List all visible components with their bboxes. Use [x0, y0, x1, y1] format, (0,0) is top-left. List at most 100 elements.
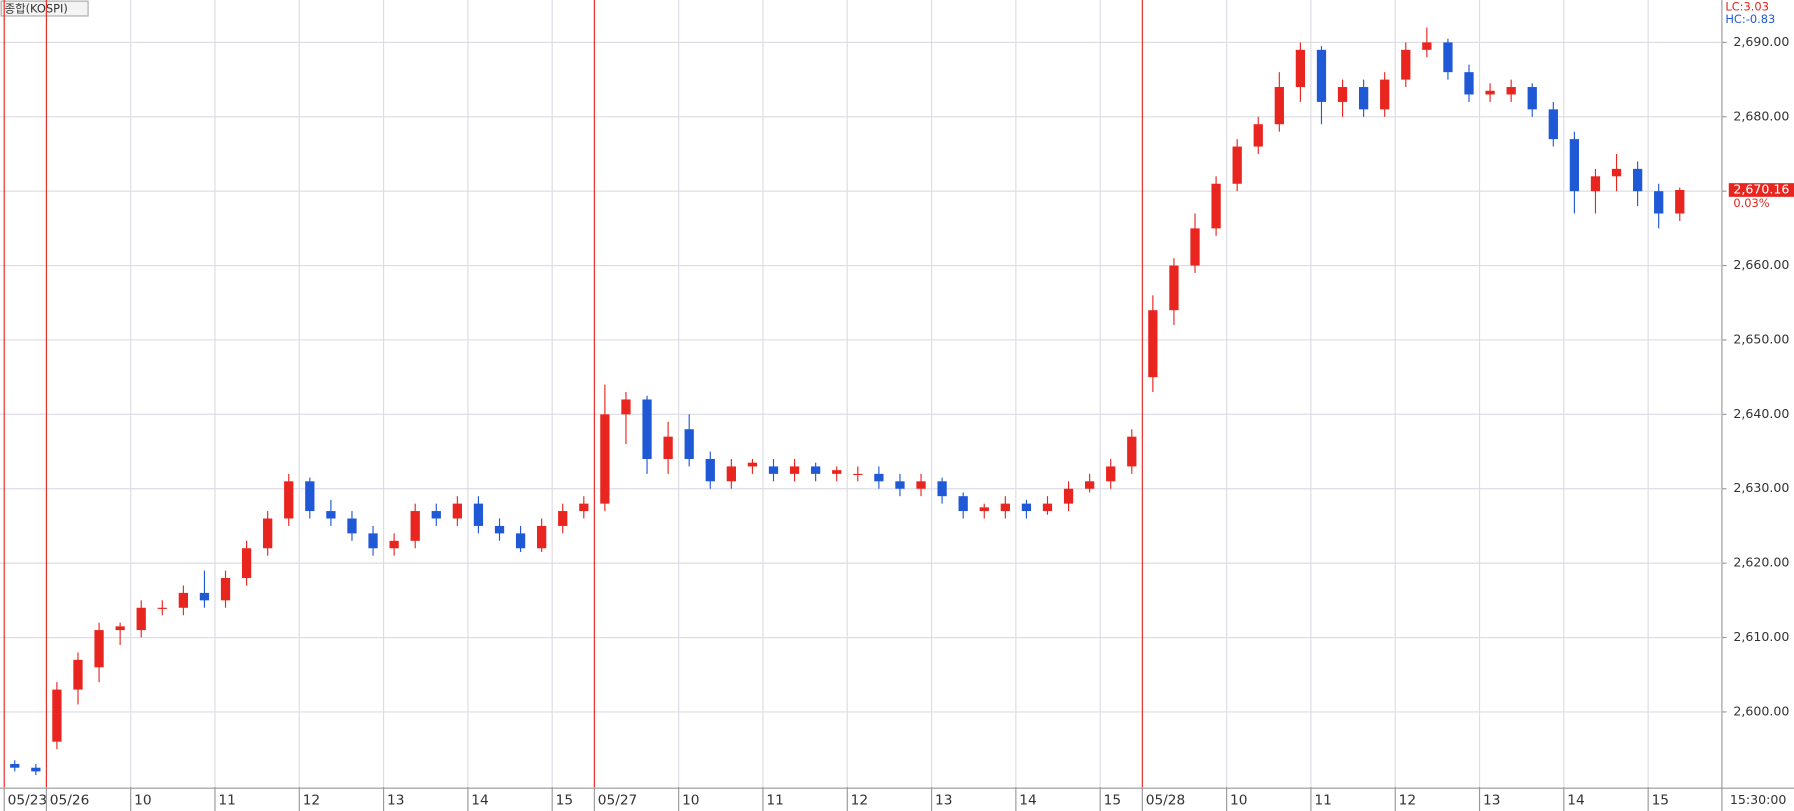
candle-body — [1211, 183, 1221, 229]
candle-body — [1632, 168, 1643, 192]
y-tick-label: 2,650.00 — [1733, 331, 1789, 346]
x-tick-label: 05/27 — [598, 793, 638, 809]
candle-body — [473, 503, 484, 526]
x-tick-label: 05/26 — [50, 793, 90, 809]
chart-title: 종합(KOSPI) — [5, 2, 68, 16]
x-tick-label: 05/28 — [1146, 793, 1186, 809]
x-tick-label: 15 — [1104, 793, 1121, 809]
x-tick-label: 15 — [1652, 793, 1669, 809]
x-tick-label: 14 — [471, 793, 488, 809]
candle-body — [431, 511, 441, 519]
candle-body — [1527, 87, 1537, 110]
x-tick-label: 14 — [1567, 793, 1584, 809]
candle-body — [726, 466, 736, 482]
candle-body — [958, 496, 968, 512]
x-tick-label: 10 — [134, 793, 151, 809]
candle-body — [494, 525, 505, 534]
candle-body — [1611, 168, 1622, 177]
candle-body — [937, 481, 947, 497]
x-tick-label: 11 — [1314, 793, 1331, 809]
candle-body — [1485, 90, 1495, 95]
candle-body — [452, 503, 462, 519]
candle-body — [284, 481, 294, 519]
candle-body — [558, 511, 568, 526]
annotation: LC:3.03 — [1725, 0, 1769, 13]
candle-body — [1169, 265, 1179, 311]
y-tick-label: 2,660.00 — [1733, 257, 1789, 272]
x-tick-label: 11 — [218, 793, 235, 809]
candle-body — [642, 399, 652, 459]
candle-body — [663, 436, 673, 459]
candle-body — [621, 399, 631, 415]
candle-body — [347, 518, 357, 534]
candle-body — [1464, 72, 1474, 95]
y-tick-label: 2,630.00 — [1733, 480, 1789, 495]
price-tag — [1728, 183, 1794, 197]
candle-body — [1506, 87, 1516, 95]
candle-body — [515, 533, 526, 549]
candle-body — [1127, 436, 1137, 467]
candle-body — [1380, 79, 1390, 110]
candle-body — [73, 659, 83, 690]
time-label: 15:30:00 — [1730, 792, 1786, 807]
candle-body — [1274, 87, 1284, 125]
y-tick-label: 2,620.00 — [1733, 555, 1789, 570]
candle-body — [1106, 466, 1116, 482]
y-tick-label: 2,600.00 — [1733, 703, 1789, 718]
candle-body — [1548, 109, 1558, 140]
y-tick-label: 2,690.00 — [1733, 34, 1789, 49]
x-tick-label: 10 — [1230, 793, 1247, 809]
candle-body — [220, 578, 231, 601]
x-tick-label: 15 — [556, 793, 573, 809]
change-label: 0.03% — [1733, 196, 1769, 210]
candle-body — [1401, 49, 1411, 80]
candle-body — [305, 481, 315, 512]
candle-body — [115, 626, 125, 631]
y-tick-label: 2,610.00 — [1733, 629, 1789, 644]
candle-body — [579, 503, 589, 512]
candle-body — [1337, 87, 1348, 102]
candle-body — [52, 689, 62, 742]
candle-body — [747, 462, 758, 467]
x-tick-label: 10 — [682, 793, 699, 809]
candle-body — [263, 518, 273, 549]
candle-body — [895, 481, 905, 489]
price-tag-label: 2,670.16 — [1733, 182, 1789, 197]
candle-body — [1654, 191, 1664, 214]
candle-body — [1190, 228, 1200, 266]
candle-body — [768, 466, 779, 474]
candle-body — [789, 466, 800, 474]
x-tick-label: 05/23 — [8, 793, 48, 809]
candle-body — [31, 767, 41, 772]
candle-body — [684, 429, 694, 459]
x-tick-label: 11 — [766, 793, 783, 809]
candle-body — [136, 607, 146, 631]
candle-body — [389, 540, 399, 549]
candle-body — [1084, 481, 1095, 489]
x-tick-label: 12 — [1399, 793, 1416, 809]
candle-body — [1675, 189, 1685, 214]
candle-body — [1295, 49, 1306, 88]
annotation: HC:-0.83 — [1725, 12, 1775, 26]
x-tick-label: 14 — [1019, 793, 1036, 809]
candle-body — [1253, 124, 1263, 147]
candle-body — [1590, 176, 1601, 192]
candle-body — [368, 533, 378, 549]
candle-body — [832, 470, 842, 474]
candle-body — [410, 511, 420, 541]
candle-body — [1443, 42, 1453, 73]
candle-body — [1042, 503, 1053, 512]
candle-body — [600, 414, 610, 504]
candle-body — [1232, 146, 1242, 184]
candle-body — [853, 473, 863, 476]
candle-body — [1569, 139, 1580, 192]
candle-body — [157, 607, 167, 609]
y-tick-label: 2,680.00 — [1733, 108, 1789, 123]
candle-body — [1422, 42, 1432, 50]
candle-body — [10, 763, 20, 768]
candle-body — [1316, 49, 1327, 102]
candle-body — [537, 525, 547, 549]
candle-body — [811, 466, 821, 474]
